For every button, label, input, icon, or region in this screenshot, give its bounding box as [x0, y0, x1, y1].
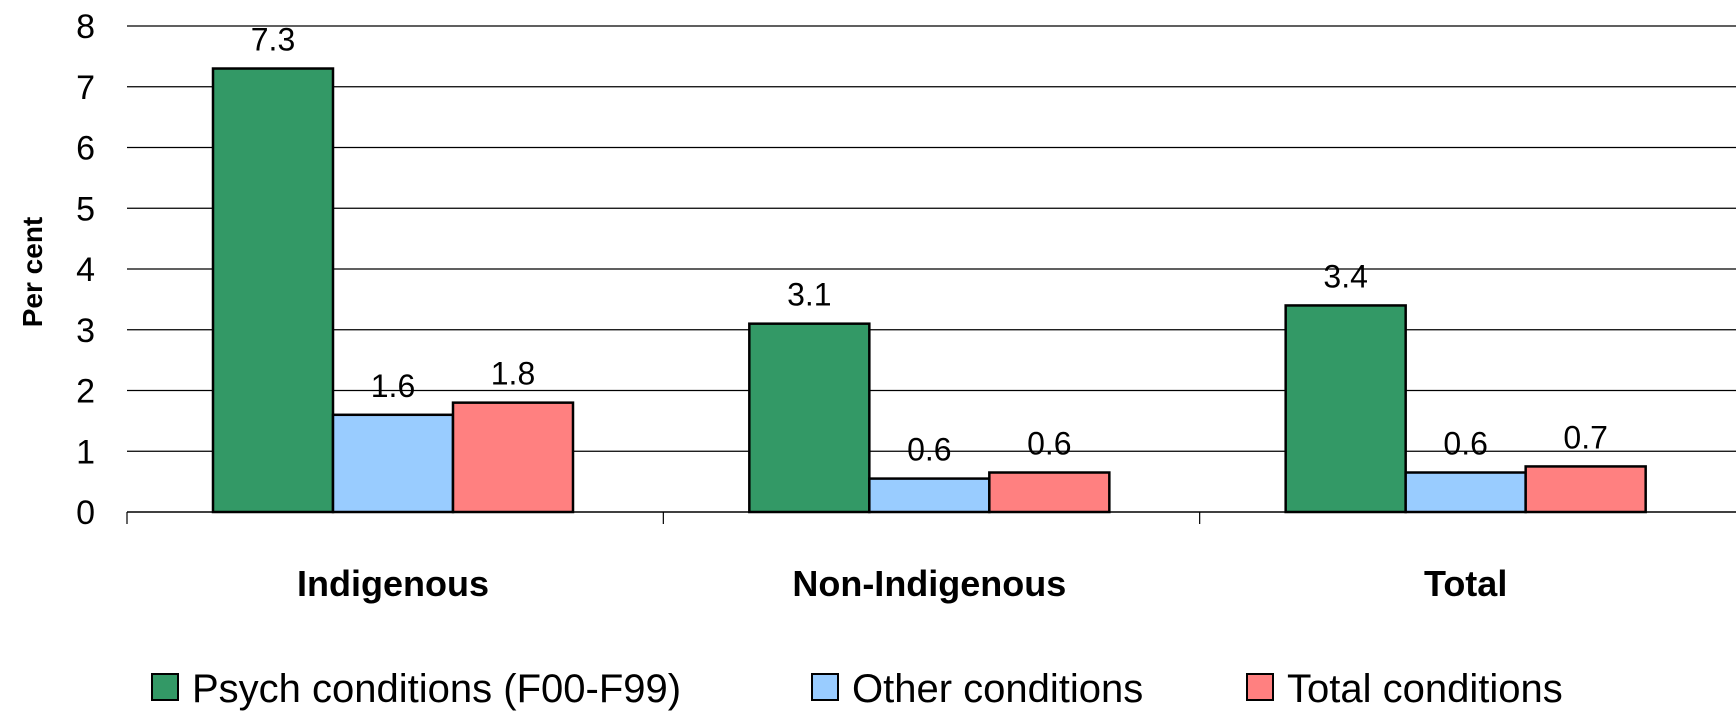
axes: 0 1 2 3 4 5 6 7 8 Indigenous Non-Indigenous Total: [76, 8, 1736, 604]
bar-1-1: [211, 67, 335, 514]
data-label: 1.8: [491, 356, 535, 392]
data-label: 0.7: [1563, 419, 1607, 455]
x-category-label: Non-Indigenous: [792, 563, 1066, 604]
bars: [211, 67, 1647, 514]
data-label: 7.3: [251, 22, 295, 58]
y-tick-label: 8: [76, 8, 95, 46]
legend-label: Psych conditions (F00-F99): [192, 667, 681, 711]
bar-2-1: [331, 413, 455, 514]
y-tick-label: 3: [76, 312, 95, 350]
bar-1-3: [1284, 304, 1407, 514]
x-category-label: Total: [1424, 563, 1507, 604]
y-tick-label: 5: [76, 190, 95, 228]
y-tick-label: 0: [76, 494, 95, 532]
y-tick-label: 2: [76, 373, 95, 411]
data-label: 3.1: [787, 277, 831, 313]
bar-3-1: [451, 401, 575, 514]
bar-2-2: [868, 477, 991, 514]
x-category-label: Indigenous: [297, 563, 489, 604]
data-label: 0.6: [907, 432, 951, 468]
data-label: 0.6: [1443, 426, 1487, 462]
legend-swatch: [1246, 673, 1274, 701]
bar-2-3: [1404, 471, 1527, 514]
y-axis-title: Per cent: [17, 217, 48, 328]
data-label: 3.4: [1323, 258, 1367, 294]
bar-3-3: [1524, 465, 1647, 514]
y-tick-label: 4: [76, 251, 95, 289]
gridlines: [127, 25, 1736, 452]
legend-label: Other conditions: [852, 667, 1143, 711]
y-tick-label: 1: [76, 433, 95, 471]
data-label: 1.6: [371, 368, 415, 404]
legend: Psych conditions (F00-F99) Other conditio…: [151, 667, 1563, 711]
bar-1-2: [748, 322, 871, 514]
y-tick-label: 7: [76, 69, 95, 107]
data-label: 0.6: [1027, 426, 1071, 462]
y-tick-label: 6: [76, 130, 95, 168]
legend-swatch: [151, 673, 179, 701]
legend-label: Total conditions: [1287, 667, 1563, 711]
bar-3-2: [988, 471, 1111, 514]
legend-swatch: [811, 673, 839, 701]
data-labels: 7.3 1.6 1.8 3.1 0.6 0.6 3.4 0.6 0.7: [251, 22, 1608, 468]
